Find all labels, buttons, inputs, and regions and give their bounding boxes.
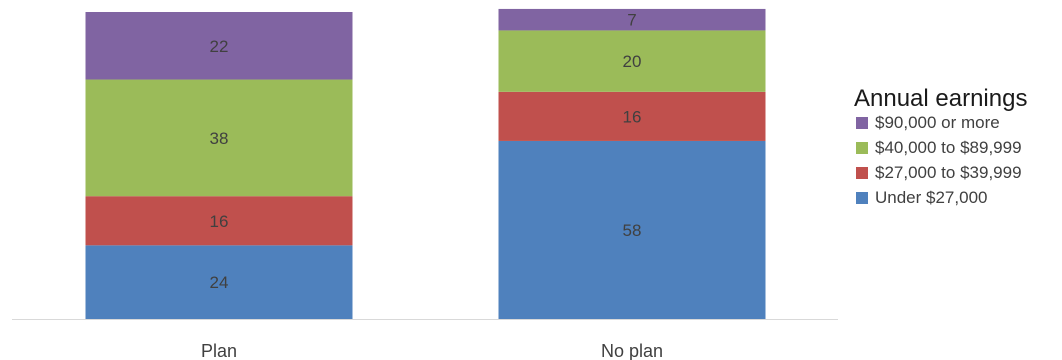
x-tick-label-plan: Plan	[201, 341, 237, 360]
bar-segment-no-plan-40-000-to-89-999	[498, 30, 766, 92]
data-label-plan-40-000-to-89-999: 38	[210, 129, 229, 148]
bar-segment-no-plan-90-000-or-more	[498, 8, 766, 31]
data-label-no-plan-27-000-to-39-999: 16	[623, 107, 642, 126]
legend-item-90-000-or-more: $90,000 or more	[852, 110, 1027, 135]
legend-label: $27,000 to $39,999	[875, 162, 1022, 182]
bar-segment-plan-under-27-000	[85, 245, 353, 319]
legend-swatch	[856, 116, 868, 129]
bar-segment-no-plan-27-000-to-39-999	[498, 91, 766, 141]
legend-item-under-27-000: Under $27,000	[852, 185, 1027, 210]
bar-segment-plan-40-000-to-89-999	[85, 79, 353, 197]
legend-title: Annual earnings	[854, 85, 1028, 112]
data-label-no-plan-40-000-to-89-999: 20	[623, 52, 642, 71]
data-label-plan-under-27-000: 24	[210, 273, 229, 292]
legend-label: Under $27,000	[875, 187, 988, 207]
bar-segment-plan-90-000-or-more	[85, 12, 353, 80]
legend-swatch	[856, 166, 868, 179]
data-label-plan-27-000-to-39-999: 16	[210, 212, 229, 231]
data-label-no-plan-under-27-000: 58	[623, 221, 642, 240]
data-label-plan-90-000-or-more: 22	[210, 37, 229, 56]
legend-label: $90,000 or more	[875, 112, 1000, 132]
legend-item-27-000-to-39-999: $27,000 to $39,999	[852, 160, 1027, 185]
bar-segment-plan-27-000-to-39-999	[85, 196, 353, 246]
legend: Annual earnings $90,000 or more $40,000 t…	[852, 85, 1028, 210]
legend-label: $40,000 to $89,999	[875, 137, 1022, 157]
legend-swatch	[856, 191, 868, 204]
legend-swatch	[856, 141, 868, 154]
bar-segment-no-plan-under-27-000	[498, 140, 766, 319]
x-tick-label-no-plan: No plan	[601, 341, 663, 360]
data-label-no-plan-90-000-or-more: 7	[627, 11, 636, 30]
legend-items: $90,000 or more $40,000 to $89,999 $27,000…	[852, 110, 1027, 210]
legend-item-40-000-to-89-999: $40,000 to $89,999	[852, 135, 1027, 160]
